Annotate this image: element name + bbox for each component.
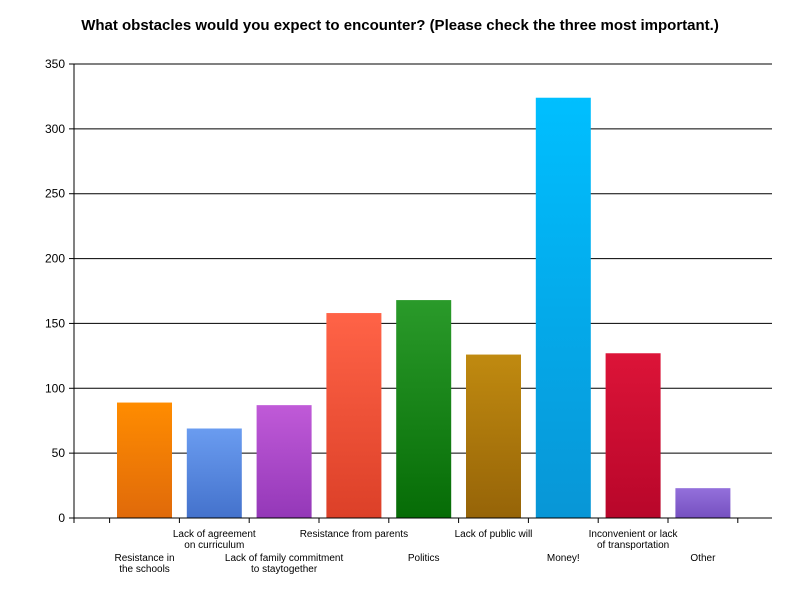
x-category-label: Lack of agreement on curriculum — [173, 529, 256, 551]
y-tick-label: 350 — [45, 57, 65, 71]
bar — [186, 428, 242, 518]
bars — [117, 97, 731, 519]
bar — [256, 405, 312, 518]
bar — [605, 353, 661, 518]
chart-title: What obstacles would you expect to encou… — [81, 17, 719, 34]
y-tick-label: 250 — [45, 187, 65, 201]
y-tick-label: 100 — [45, 381, 65, 395]
x-category-label: Resistance in the schools — [114, 553, 174, 575]
x-category-label: Lack of public will — [455, 529, 533, 540]
y-tick-label: 0 — [58, 511, 65, 525]
bar — [675, 488, 731, 518]
bar — [326, 313, 382, 518]
x-category-label: Resistance from parents — [300, 529, 408, 540]
y-tick-label: 150 — [45, 316, 65, 330]
bar — [117, 402, 172, 518]
axes: 0 50 100 150 200 250 300 350 — [45, 57, 772, 525]
x-category-label: Other — [690, 553, 716, 564]
bar — [535, 97, 591, 519]
y-tick-label: 50 — [52, 446, 66, 460]
x-category-label: Money! — [547, 553, 580, 564]
bar — [396, 300, 452, 518]
x-category-label: Lack of family commitment to staytogether — [225, 553, 344, 575]
y-tick-label: 200 — [45, 252, 65, 266]
bar — [466, 354, 521, 518]
x-category-label: Politics — [408, 553, 440, 564]
y-tick-label: 300 — [45, 122, 65, 136]
x-category-label: Inconvenient or lack of transportation — [589, 529, 679, 551]
